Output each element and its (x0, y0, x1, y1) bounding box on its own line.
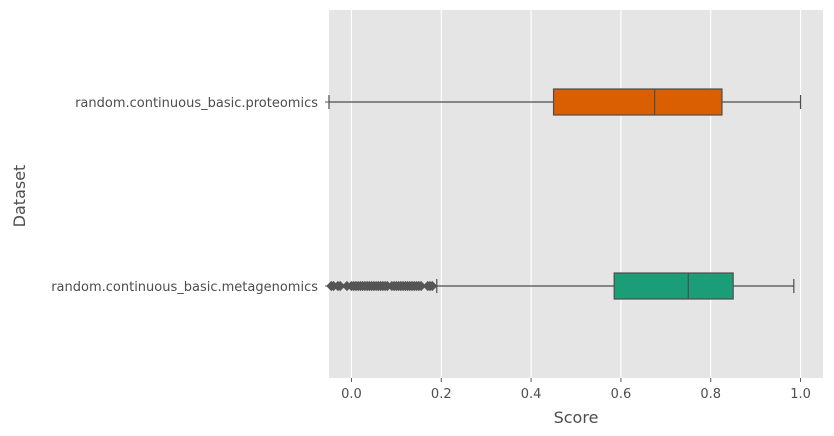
x-axis-ticks: 0.0 0.2 0.4 0.6 0.8 1.0 (341, 378, 811, 402)
y-tick-label: random.continuous_basic.proteomics (75, 96, 318, 111)
interquartile-box (552, 88, 723, 116)
x-tick-label: 1.0 (790, 387, 811, 402)
outlier-point (427, 280, 438, 292)
outlier-point (415, 280, 427, 292)
box-2 (326, 272, 795, 300)
x-tick-label: 0.4 (521, 387, 542, 402)
box-1 (328, 88, 802, 116)
y-tick-label: random.continuous_basic.metagenomics (51, 280, 318, 295)
x-tick-label: 0.0 (341, 387, 362, 402)
x-tick-label: 0.8 (700, 387, 721, 402)
x-gridlines (350, 10, 802, 378)
y-axis-ticks: random.continuous_basic.proteomicsrandom… (51, 96, 329, 295)
x-tick-label: 0.6 (611, 387, 632, 402)
x-tick-label: 0.2 (431, 387, 452, 402)
y-axis-title: Dataset (10, 165, 29, 228)
interquartile-box (613, 272, 734, 300)
plot-area-background (329, 10, 823, 378)
box-series (326, 88, 802, 300)
x-axis-title: Score (554, 408, 599, 427)
outlier-point (335, 280, 346, 292)
